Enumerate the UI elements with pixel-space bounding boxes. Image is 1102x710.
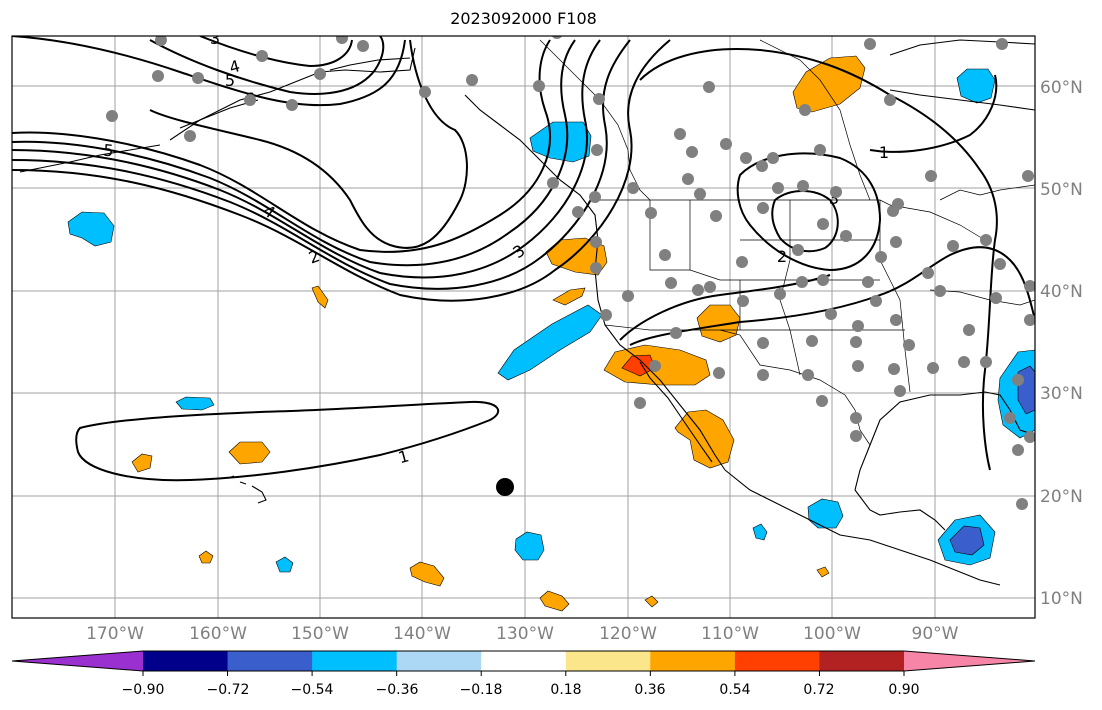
anomaly-region <box>696 304 741 343</box>
longitude-label: 110°W <box>701 624 759 644</box>
anomaly-region <box>275 556 294 573</box>
colorbar-segment <box>227 651 313 671</box>
graticule <box>12 36 1035 618</box>
contour-lines <box>12 36 1035 482</box>
anomaly-region <box>497 304 603 381</box>
colorbar-extension-max <box>904 651 1035 671</box>
contour-label: 1 <box>396 446 411 467</box>
colorbar-tick-label: 0.18 <box>550 682 582 698</box>
longitude-label: 160°W <box>189 624 247 644</box>
anomaly-region <box>529 121 592 163</box>
latitude-label: 20°N <box>1040 487 1083 507</box>
anomaly-region <box>949 525 985 556</box>
contour-label: 3 <box>210 29 220 48</box>
longitude-label: 140°W <box>393 624 451 644</box>
anomaly-region <box>552 287 586 306</box>
contour-label-group: 1 2 3 4 5 3 3 4 5 6 2 1 <box>103 29 890 467</box>
longitude-label: 100°W <box>803 624 861 644</box>
longitude-label: 130°W <box>496 624 554 644</box>
latitude-label: 10°N <box>1040 589 1083 609</box>
latitude-label: 50°N <box>1040 180 1083 200</box>
latitude-label: 60°N <box>1040 78 1083 98</box>
anomaly-region <box>816 566 830 578</box>
latitude-label: 30°N <box>1040 384 1083 404</box>
anomaly-region <box>539 590 570 612</box>
colorbar-segment <box>481 651 567 671</box>
anomaly-region <box>311 285 329 309</box>
longitude-label: 170°W <box>86 624 144 644</box>
latitude-label: 40°N <box>1040 282 1083 302</box>
anomaly-region <box>198 550 214 564</box>
anomaly-region <box>807 498 844 529</box>
colorbar-segment <box>143 651 229 671</box>
contour-label: 2 <box>777 247 787 266</box>
colorbar-tick-label: 0.72 <box>803 682 835 698</box>
contour-label: 5 <box>103 141 115 161</box>
colorbar-segment <box>565 651 651 671</box>
colorbar-segment <box>734 651 820 671</box>
colorbar-segment <box>650 651 736 671</box>
colorbar-tick-label: −0.72 <box>206 682 250 698</box>
longitude-label: 120°W <box>599 624 657 644</box>
station-points <box>106 36 1035 510</box>
colorbar-tick-label: 0.54 <box>719 682 751 698</box>
anomaly-region <box>956 68 996 104</box>
anomaly-region <box>752 523 768 541</box>
colorbar-extension-min <box>12 651 143 671</box>
colorbar-tick-label: −0.36 <box>375 682 419 698</box>
colorbar-tick-label: 0.90 <box>888 682 920 698</box>
negative-anomalies <box>67 68 1035 573</box>
map-title: 2023092000 F108 <box>450 9 597 28</box>
colorbar-tick-label: −0.54 <box>290 682 334 698</box>
anomaly-region <box>644 595 659 608</box>
contour-label: 3 <box>829 189 839 208</box>
anomaly-region <box>674 409 735 469</box>
colorbar-tick-label: −0.18 <box>459 682 503 698</box>
anomaly-region <box>131 453 153 473</box>
longitude-label: 90°W <box>911 624 959 644</box>
colorbar-segment <box>312 651 398 671</box>
anomaly-region <box>175 396 215 411</box>
contour-label: 1 <box>879 143 889 162</box>
highlight-marker <box>496 478 514 496</box>
colorbar-segment <box>819 651 905 671</box>
anomaly-region <box>67 211 115 247</box>
anomaly-region <box>409 561 445 587</box>
colorbar-tick-label: −0.90 <box>121 682 165 698</box>
contour-label: 5 <box>225 71 235 90</box>
map-frame <box>11 35 1036 619</box>
colorbar-segment <box>396 651 482 671</box>
contour-label: 4 <box>227 56 242 77</box>
anomaly-region <box>228 441 271 465</box>
anomaly-region <box>514 531 545 561</box>
colorbar-tick-label: 0.36 <box>634 682 666 698</box>
longitude-label: 150°W <box>291 624 349 644</box>
colorbar <box>11 650 1036 676</box>
coastlines <box>19 39 1035 586</box>
political-borders <box>539 39 1035 446</box>
